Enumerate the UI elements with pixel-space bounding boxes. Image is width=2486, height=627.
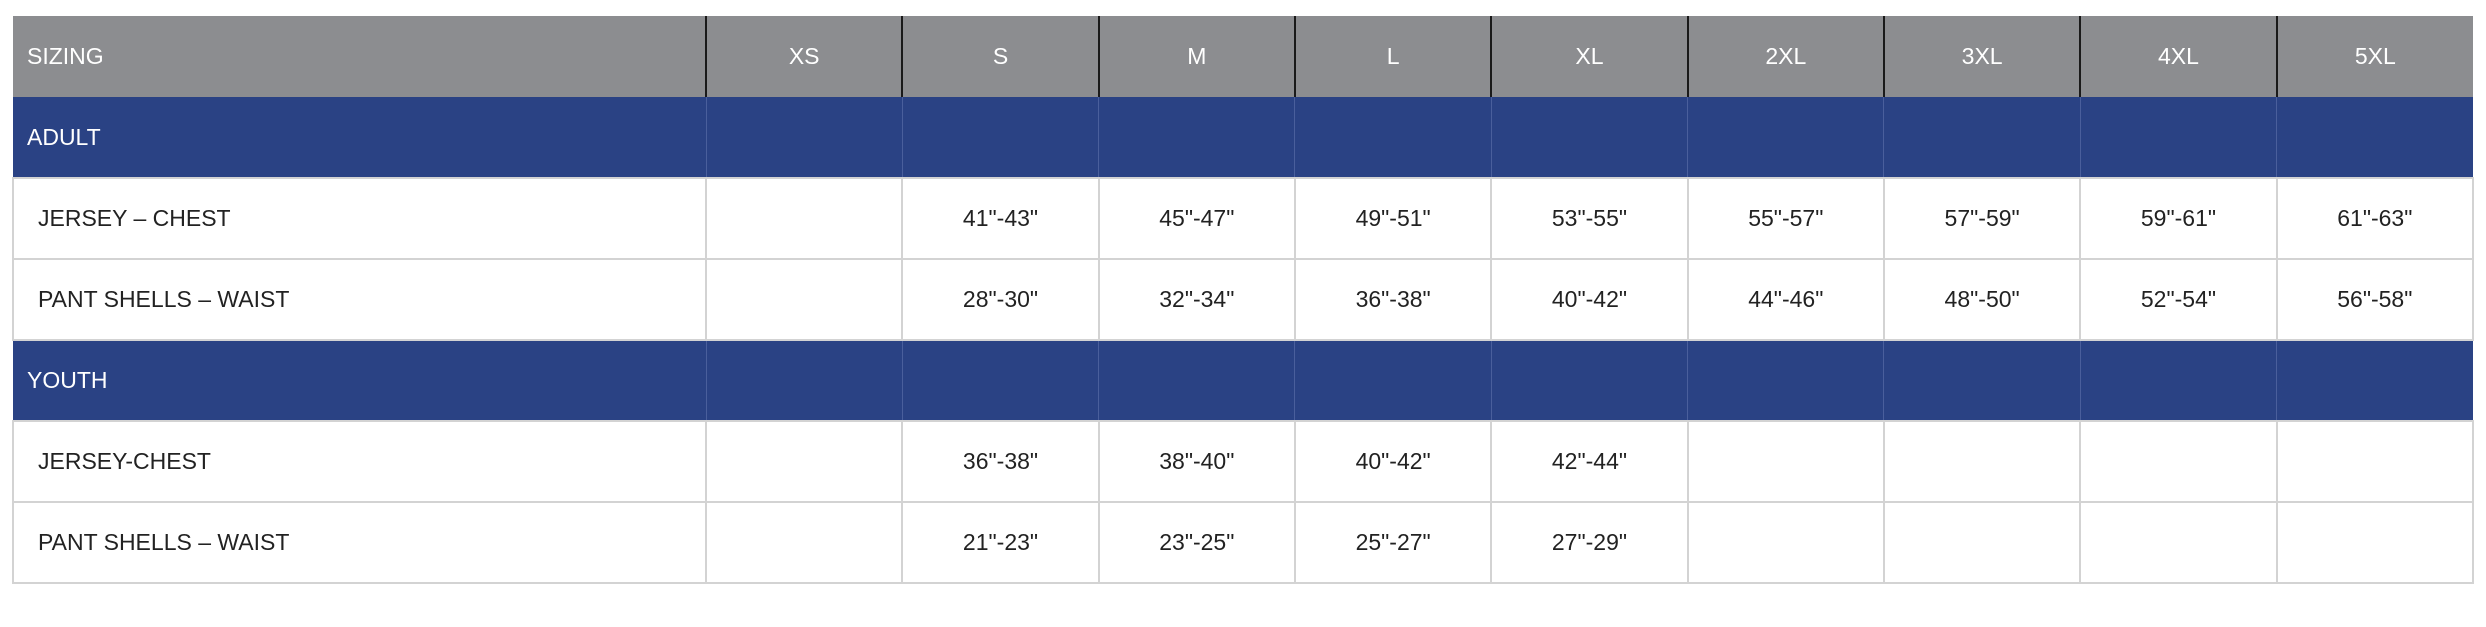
table-row: PANT SHELLS – WAIST 21"-23" 23"-25" 25"-27"… [12, 501, 2475, 584]
header-size-xl: XL [1490, 16, 1688, 97]
header-size-2xl: 2XL [1686, 16, 1884, 97]
section-cell [1098, 340, 1295, 421]
size-cell [2275, 501, 2475, 584]
size-cell: 57"-59" [1882, 177, 2082, 260]
size-cell: 40"-42" [1490, 258, 1689, 341]
row-label: PANT SHELLS – WAIST [12, 501, 707, 584]
section-cell [901, 340, 1099, 421]
section-cell [1490, 340, 1688, 421]
section-cell [1490, 97, 1688, 178]
size-cell [1882, 501, 2082, 584]
size-cell: 36"-38" [901, 420, 1100, 503]
section-cell [1883, 97, 2081, 178]
header-sizing: SIZING [13, 16, 706, 97]
section-label: ADULT [13, 97, 706, 178]
size-cell: 32"-34" [1097, 258, 1296, 341]
size-cell [1686, 420, 1885, 503]
header-size-3xl: 3XL [1882, 16, 2081, 97]
section-cell [901, 97, 1099, 178]
size-cell [1686, 501, 1885, 584]
size-cell: 40"-42" [1293, 420, 1493, 503]
size-cell [2275, 420, 2475, 503]
row-label: JERSEY-CHEST [12, 420, 707, 503]
size-cell: 36"-38" [1293, 258, 1493, 341]
size-cell: 28"-30" [901, 258, 1100, 341]
header-size-xs: XS [704, 16, 903, 97]
size-cell: 59"-61" [2079, 177, 2278, 260]
size-cell: 41"-43" [901, 177, 1100, 260]
size-cell: 55"-57" [1686, 177, 1885, 260]
section-cell [2276, 97, 2473, 178]
section-cell [1687, 97, 1884, 178]
size-cell [2079, 420, 2278, 503]
size-cell: 27"-29" [1490, 501, 1689, 584]
section-cell [1294, 97, 1492, 178]
size-cell [2079, 501, 2278, 584]
section-cell [1294, 340, 1492, 421]
header-size-l: L [1293, 16, 1492, 97]
size-cell: 42"-44" [1490, 420, 1689, 503]
section-label: YOUTH [13, 340, 706, 421]
table-row: PANT SHELLS – WAIST 28"-30" 32"-34" 36"-38"… [12, 258, 2475, 341]
size-cell: 44"-46" [1686, 258, 1885, 341]
section-cell [1687, 340, 1884, 421]
section-cell [2079, 97, 2277, 178]
size-cell: 21"-23" [901, 501, 1100, 584]
row-label: PANT SHELLS – WAIST [12, 258, 707, 341]
size-cell: 48"-50" [1882, 258, 2082, 341]
section-cell [705, 97, 903, 178]
size-cell [704, 258, 904, 341]
table-row: JERSEY-CHEST 36"-38" 38"-40" 40"-42" 42"-44" [12, 420, 2475, 503]
section-row-adult: ADULT [13, 97, 2473, 178]
section-cell [1883, 340, 2081, 421]
row-label: JERSEY – CHEST [12, 177, 707, 260]
section-cell [2079, 340, 2277, 421]
section-row-youth: YOUTH [13, 340, 2473, 421]
header-size-s: S [901, 16, 1099, 97]
section-cell [1098, 97, 1295, 178]
size-cell: 49"-51" [1293, 177, 1493, 260]
size-cell: 45"-47" [1097, 177, 1296, 260]
size-cell: 23"-25" [1097, 501, 1296, 584]
header-size-5xl: 5XL [2275, 16, 2473, 97]
table-row: JERSEY – CHEST 41"-43" 45"-47" 49"-51" 53"-5… [12, 177, 2475, 260]
size-cell: 56"-58" [2275, 258, 2475, 341]
size-cell: 61"-63" [2275, 177, 2475, 260]
size-cell: 53"-55" [1490, 177, 1689, 260]
size-cell: 52"-54" [2079, 258, 2278, 341]
size-cell: 25"-27" [1293, 501, 1493, 584]
size-cell [704, 501, 904, 584]
header-size-4xl: 4XL [2079, 16, 2277, 97]
size-cell: 38"-40" [1097, 420, 1296, 503]
section-cell [705, 340, 903, 421]
size-cell [1882, 420, 2082, 503]
sizing-table: SIZING XS S M L XL 2XL 3XL 4XL 5XL ADULT JERSEY – … [12, 16, 2475, 584]
size-cell [704, 177, 904, 260]
header-size-m: M [1097, 16, 1295, 97]
section-cell [2276, 340, 2473, 421]
size-cell [704, 420, 904, 503]
header-row: SIZING XS S M L XL 2XL 3XL 4XL 5XL [13, 16, 2473, 97]
